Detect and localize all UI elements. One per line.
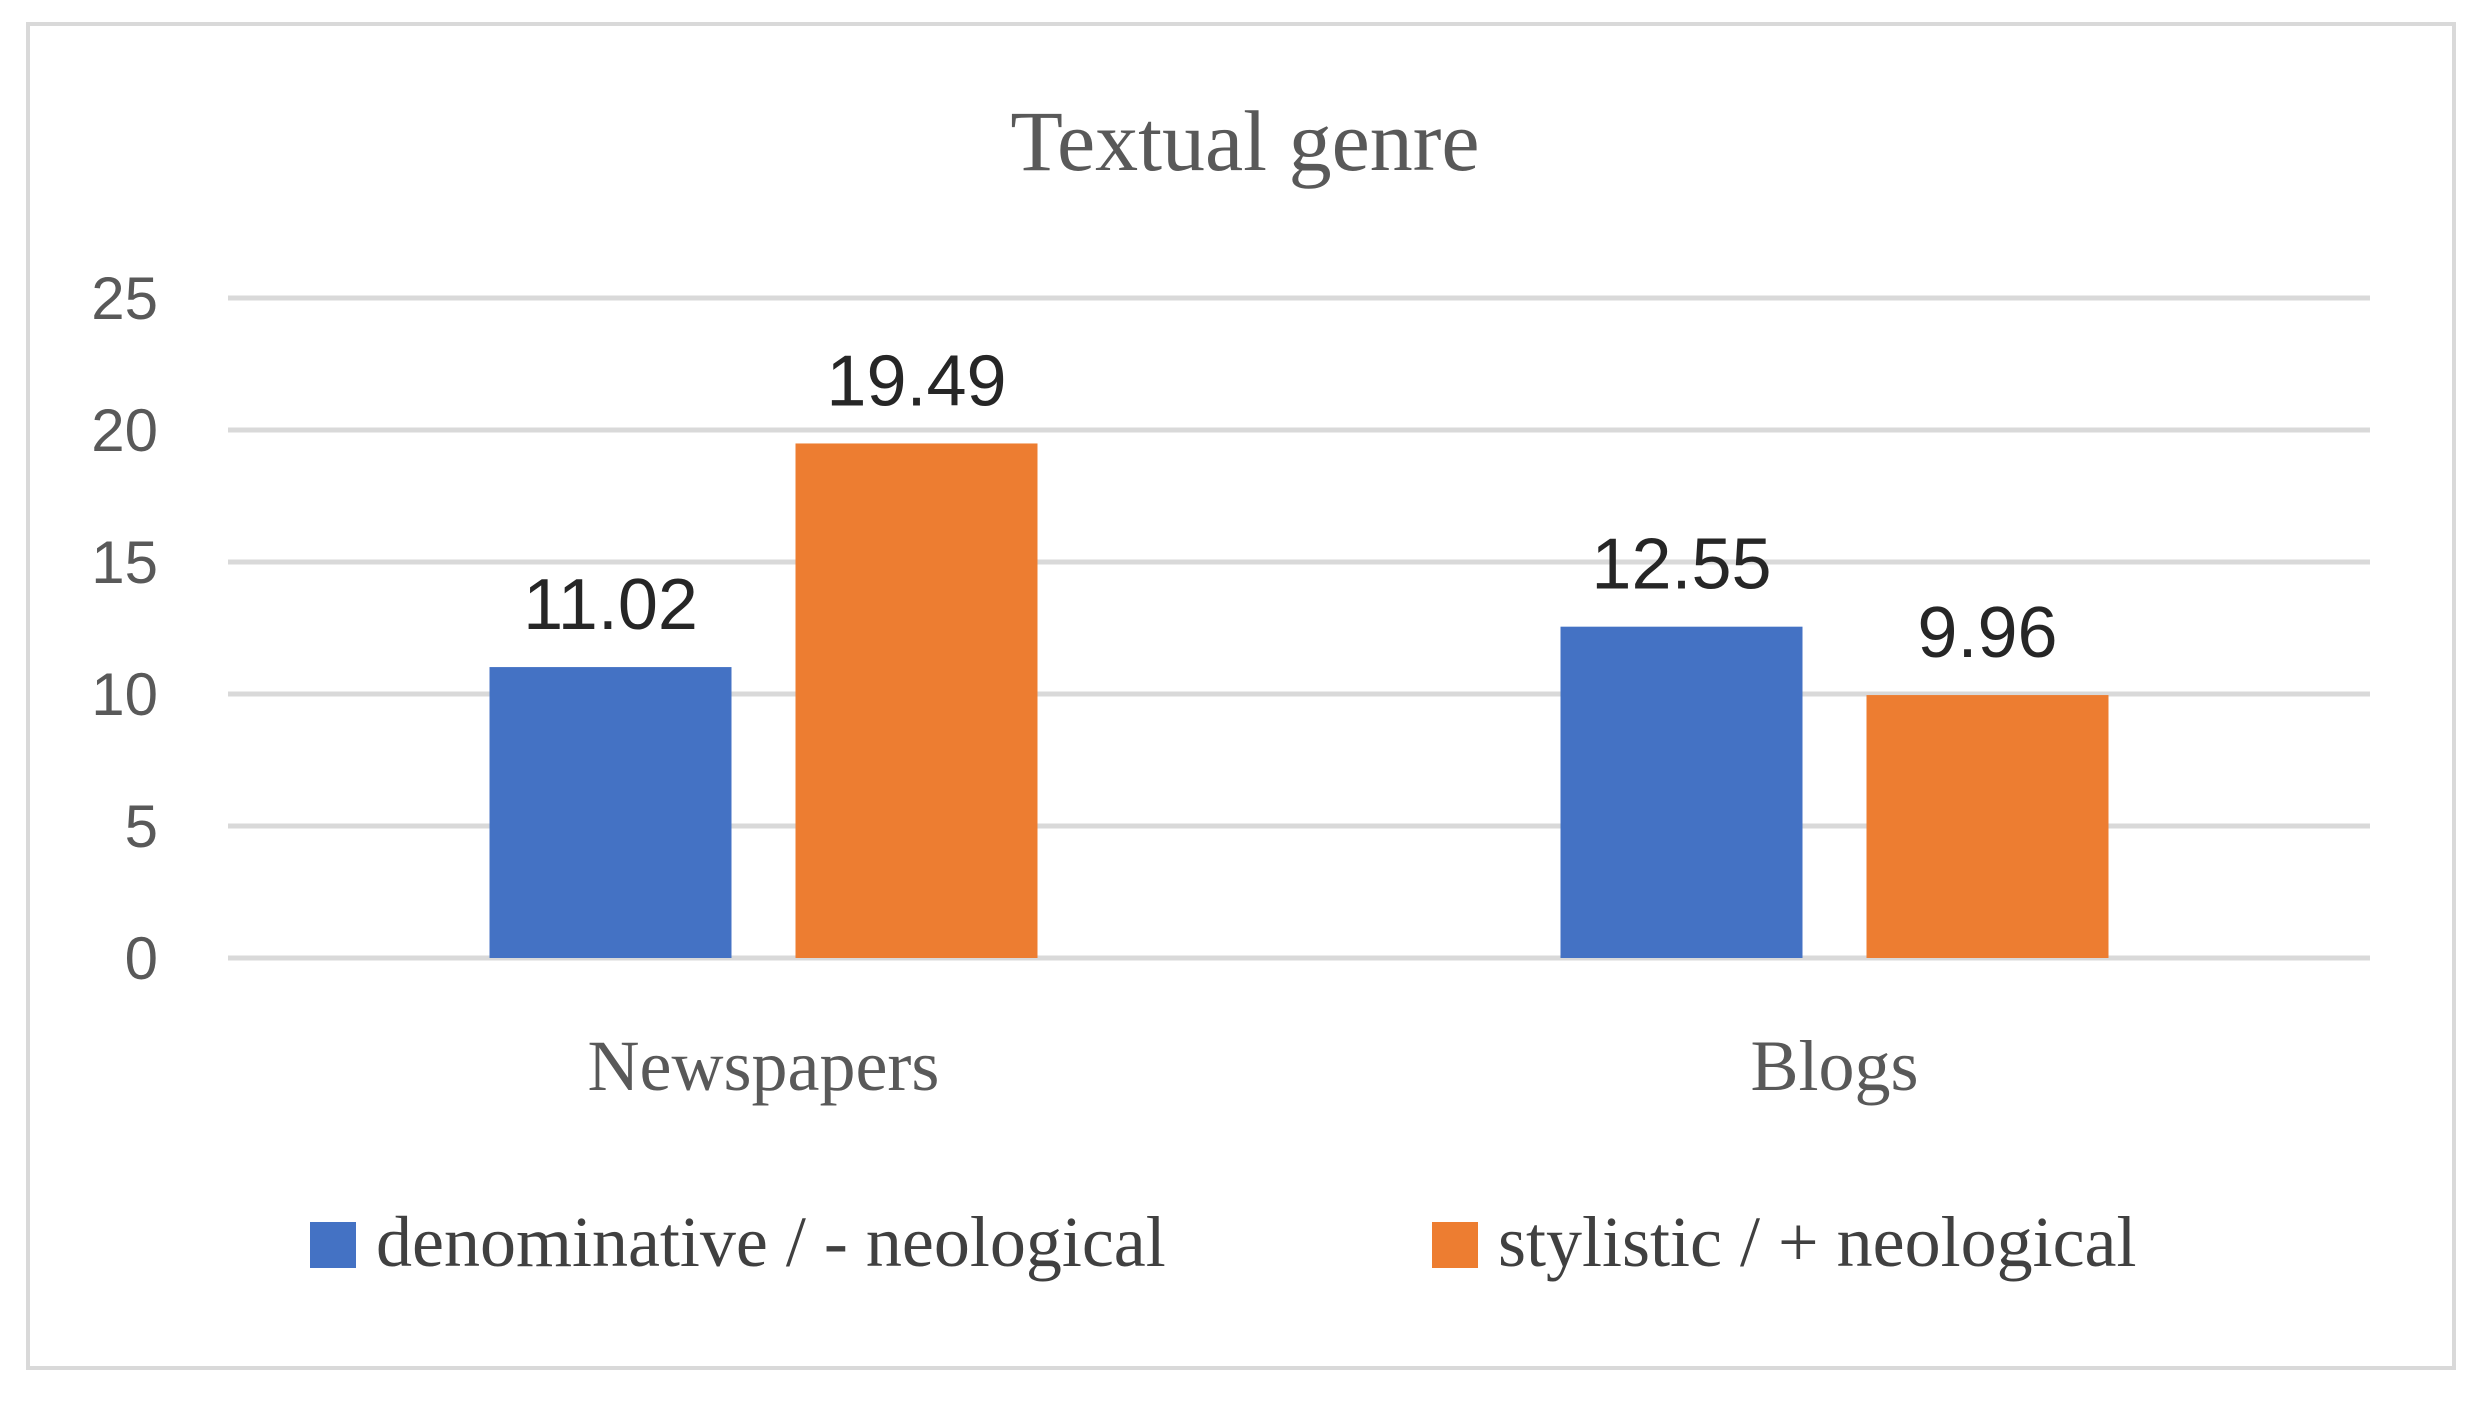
legend-swatch (1432, 1222, 1478, 1268)
y-tick-label: 25 (91, 265, 158, 332)
y-tick-label: 15 (91, 529, 158, 596)
bars (489, 443, 2109, 958)
data-label: 19.49 (826, 341, 1006, 421)
x-axis-categories: Newspapers Blogs (588, 1026, 1919, 1106)
data-label: 12.55 (1591, 525, 1771, 605)
x-category-label: Newspapers (588, 1026, 940, 1106)
legend: denominative / - neological stylistic / +… (310, 1202, 2137, 1282)
legend-label: denominative / - neological (376, 1202, 1166, 1282)
y-tick-label: 20 (91, 397, 158, 464)
legend-swatch (310, 1222, 356, 1268)
bar (795, 443, 1038, 958)
chart-title: Textual genre (1010, 93, 1479, 189)
data-labels: 11.02 19.49 12.55 9.96 (523, 341, 2057, 673)
bar (489, 667, 732, 958)
y-tick-label: 10 (91, 661, 158, 728)
y-tick-label: 0 (125, 925, 158, 992)
bar (1560, 626, 1803, 958)
data-label: 11.02 (523, 565, 698, 645)
y-tick-label: 5 (125, 793, 158, 860)
bar (1866, 695, 2109, 958)
data-label: 9.96 (1917, 593, 2057, 673)
y-axis-ticks: 0 5 10 15 20 25 (91, 265, 158, 992)
legend-label: stylistic / + neological (1498, 1202, 2137, 1282)
x-category-label: Blogs (1750, 1026, 1918, 1106)
